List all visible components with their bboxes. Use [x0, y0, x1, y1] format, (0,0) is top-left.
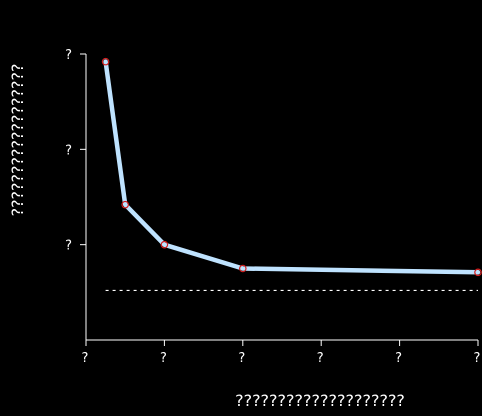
x-axis-title: ????????????????????	[235, 391, 405, 410]
y-tick-label: ?	[65, 48, 72, 63]
x-ticks: ??????	[82, 340, 481, 366]
data-point	[121, 200, 130, 209]
series-group	[101, 57, 482, 277]
x-tick-label: ?	[474, 351, 481, 366]
data-point	[101, 57, 110, 66]
x-tick-label: ?	[82, 351, 89, 366]
x-tick-label: ?	[317, 351, 324, 366]
y-tick-label: ?	[65, 143, 72, 158]
data-point	[239, 264, 247, 273]
series-line	[103, 59, 481, 275]
y-ticks: ???	[65, 48, 86, 254]
x-tick-label: ?	[395, 351, 402, 366]
x-tick-label: ?	[238, 351, 245, 366]
x-tick-label: ?	[160, 351, 167, 366]
data-point	[160, 240, 169, 249]
y-tick-label: ?	[65, 239, 72, 254]
data-point	[474, 268, 482, 277]
y-axis-title: ??????????????????	[8, 64, 27, 217]
axes	[85, 54, 478, 341]
